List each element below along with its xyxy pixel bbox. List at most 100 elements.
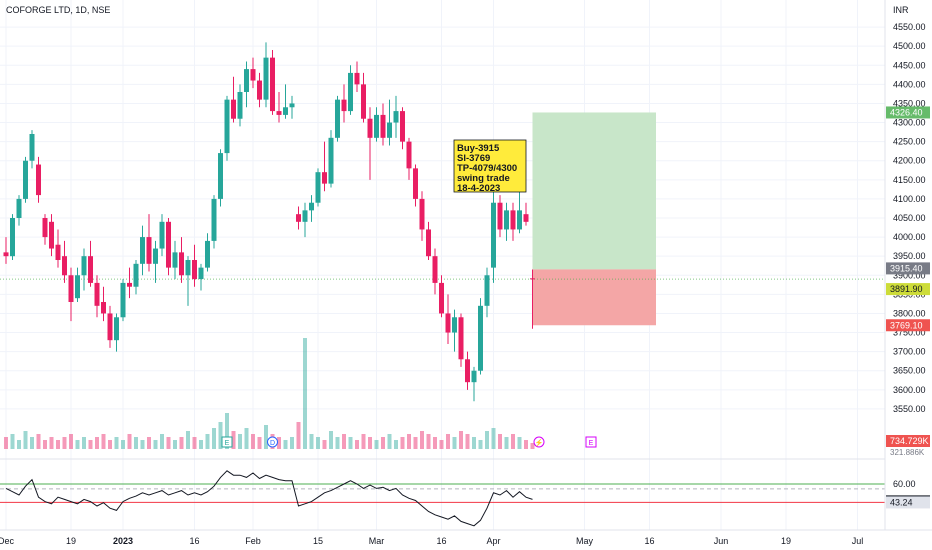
candle-body (211, 198, 217, 241)
rsi-pane[interactable] (0, 458, 885, 527)
candle[interactable] (400, 107, 405, 150)
volume-bar (199, 440, 203, 449)
candle[interactable] (94, 275, 100, 318)
candle[interactable] (107, 305, 113, 348)
candle[interactable] (413, 164, 418, 207)
candle[interactable] (231, 76, 236, 123)
candle[interactable] (270, 50, 275, 115)
target-profit-zone[interactable] (532, 112, 657, 270)
candle[interactable] (49, 214, 54, 257)
candle[interactable] (328, 130, 334, 188)
candle[interactable] (244, 61, 249, 108)
candle[interactable] (445, 294, 451, 344)
candle[interactable] (3, 237, 9, 264)
candle[interactable] (478, 298, 483, 375)
candle[interactable] (10, 214, 15, 260)
candle[interactable] (471, 366, 477, 402)
candle[interactable] (192, 244, 197, 287)
candle[interactable] (458, 313, 464, 367)
candle[interactable] (426, 221, 431, 260)
price-axis[interactable]: 4550.00 4500.00 4450.00 4400.00 4350.00 4300.… (884, 0, 930, 530)
candle[interactable] (198, 263, 204, 291)
candle[interactable] (497, 195, 503, 238)
candle[interactable] (374, 107, 379, 142)
candle[interactable] (237, 84, 243, 127)
trade-note-callout[interactable]: Buy-3915 Sl-3769 TP-4079/4300 swing trade 18… (453, 139, 527, 194)
event-marker[interactable]: D (267, 436, 278, 448)
candle[interactable] (348, 65, 353, 115)
candle[interactable] (302, 202, 308, 238)
candle[interactable] (517, 187, 522, 234)
candle[interactable] (491, 191, 496, 283)
stop-loss-zone[interactable] (532, 269, 657, 326)
candle[interactable] (276, 92, 282, 123)
candle[interactable] (387, 99, 392, 146)
candle[interactable] (55, 229, 61, 268)
candle[interactable] (439, 275, 444, 318)
candle[interactable] (367, 107, 373, 180)
candle[interactable] (263, 42, 269, 108)
candle[interactable] (166, 218, 171, 276)
candle[interactable] (75, 267, 80, 302)
candle[interactable] (289, 95, 295, 119)
candle-body (127, 282, 132, 287)
candle[interactable] (504, 202, 509, 241)
candle[interactable] (88, 240, 93, 287)
candle[interactable] (250, 57, 256, 89)
candle[interactable] (380, 103, 386, 146)
candle[interactable] (179, 237, 184, 283)
candle[interactable] (484, 267, 490, 318)
candle[interactable] (172, 240, 178, 280)
candlestick-series[interactable] (3, 42, 536, 402)
candle[interactable] (68, 267, 74, 322)
candle[interactable] (62, 240, 67, 283)
candle[interactable] (341, 84, 347, 123)
candle[interactable] (36, 156, 41, 203)
event-marker[interactable]: E (221, 436, 233, 448)
candle[interactable] (224, 95, 230, 161)
candle[interactable] (140, 225, 145, 276)
candle[interactable] (185, 256, 191, 306)
candle[interactable] (335, 95, 340, 142)
candle[interactable] (406, 137, 412, 180)
candle[interactable] (530, 269, 535, 329)
candle[interactable] (296, 206, 301, 230)
event-markers[interactable]: E D ⚡ E (221, 436, 597, 448)
candle[interactable] (322, 141, 327, 192)
candle[interactable] (257, 72, 262, 108)
candle[interactable] (354, 61, 360, 92)
long-position-tool[interactable] (532, 112, 657, 326)
candle[interactable] (465, 351, 470, 390)
candle[interactable] (419, 191, 425, 241)
candle[interactable] (81, 248, 87, 291)
candle[interactable] (42, 214, 48, 245)
candle[interactable] (159, 214, 165, 257)
candle[interactable] (114, 313, 119, 352)
candle[interactable] (127, 267, 132, 299)
candle[interactable] (153, 240, 158, 283)
candle[interactable] (146, 214, 152, 272)
candle[interactable] (101, 286, 106, 322)
candle[interactable] (16, 195, 22, 226)
candle[interactable] (432, 248, 438, 295)
price-tick-label: 4450.00 (893, 60, 926, 70)
event-marker[interactable]: E (585, 436, 597, 448)
candle[interactable] (23, 156, 28, 203)
candle[interactable] (309, 195, 314, 222)
candle[interactable] (523, 202, 529, 226)
candle[interactable] (120, 279, 126, 322)
candle[interactable] (510, 202, 516, 241)
event-marker[interactable]: ⚡ (533, 436, 545, 448)
candle[interactable] (211, 195, 217, 249)
candle[interactable] (393, 95, 399, 138)
candle[interactable] (205, 233, 210, 272)
candle[interactable] (218, 149, 223, 207)
candle[interactable] (315, 168, 321, 207)
candle[interactable] (361, 72, 366, 123)
time-axis[interactable]: Dec 19 2023 16 Feb 15 Mar 16 Apr May 16 Jun 19 Jul (0, 529, 932, 546)
candle[interactable] (29, 130, 35, 169)
candle[interactable] (133, 260, 139, 295)
candle[interactable] (283, 84, 288, 119)
candle[interactable] (452, 309, 457, 352)
